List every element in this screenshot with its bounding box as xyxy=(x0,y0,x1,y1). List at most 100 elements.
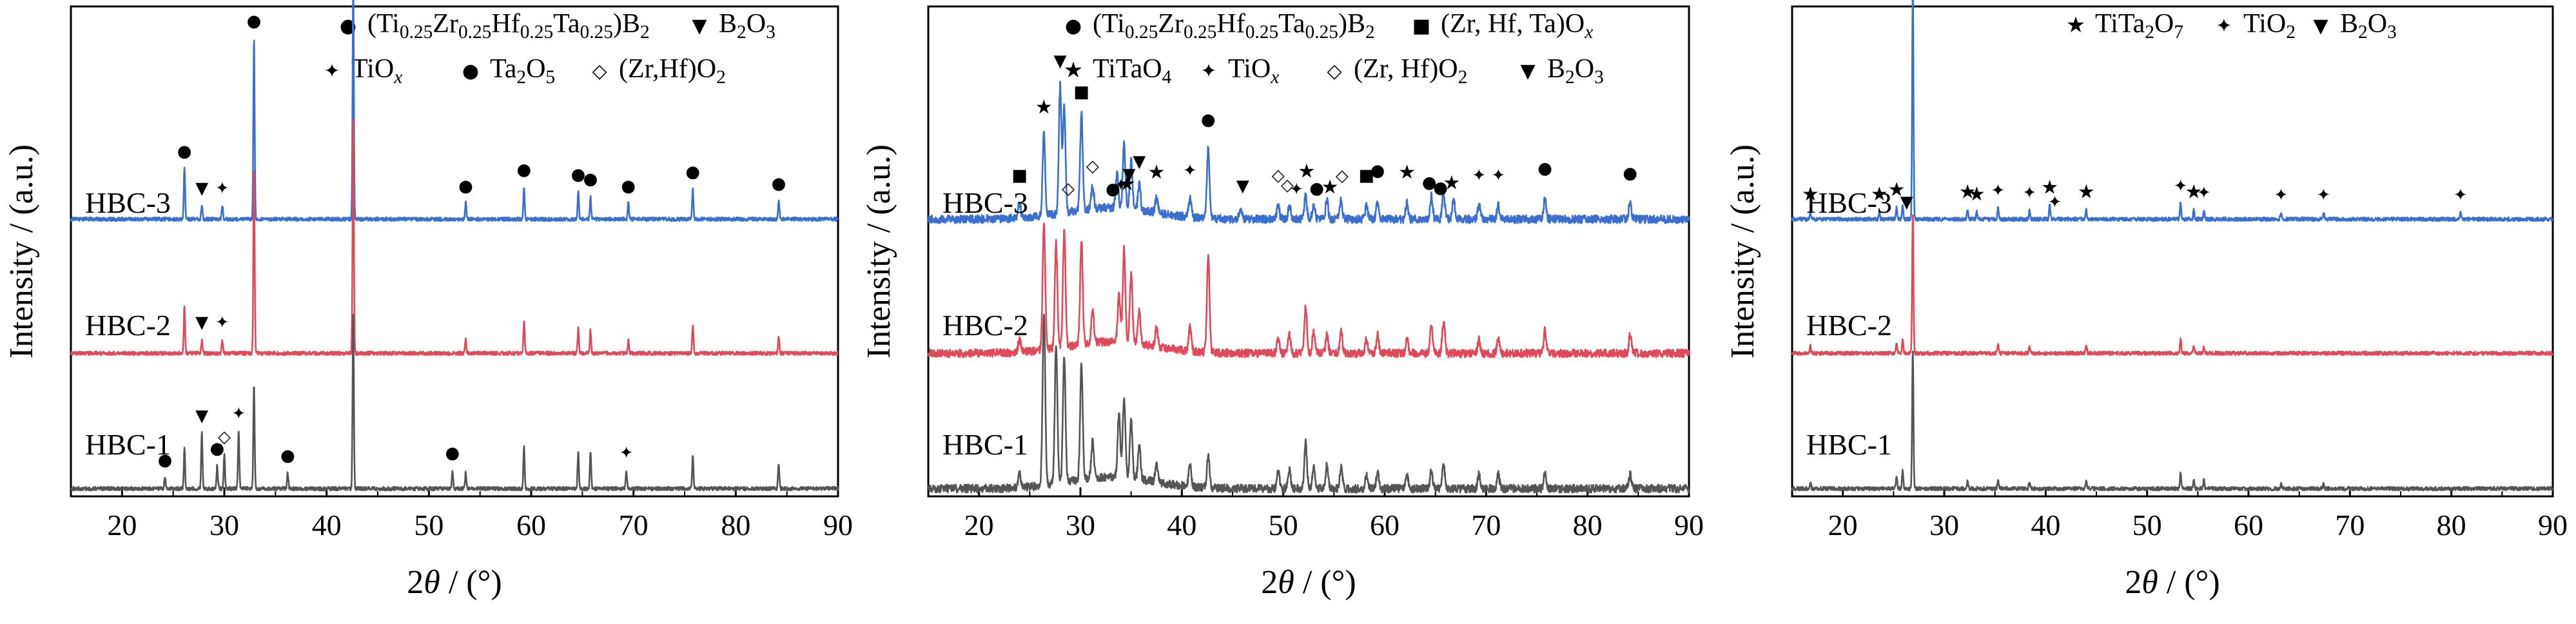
legend-text-part: Ta xyxy=(1278,9,1305,39)
series-label: HBC-3 xyxy=(942,186,1028,219)
phase-marker: ● xyxy=(445,444,460,463)
phase-marker: ● xyxy=(1106,180,1120,199)
legend-subscript: x xyxy=(393,67,402,88)
legend-symbol: ◇ xyxy=(592,60,607,83)
phase-marker: ● xyxy=(280,446,295,465)
x-tick-label: 50 xyxy=(2132,509,2162,541)
phase-marker: ★ xyxy=(2041,176,2058,199)
series-label: HBC-2 xyxy=(85,309,171,342)
legend-subscript: 0.25 xyxy=(400,22,433,43)
series-line-hbc-1 xyxy=(1791,350,2553,492)
series-label: HBC-1 xyxy=(1806,428,1892,461)
legend-subscript: 0.25 xyxy=(458,22,491,43)
legend-text-part: )B xyxy=(613,9,640,39)
legend-text-part: B xyxy=(719,9,737,39)
x-axis-label-part: 2 xyxy=(2125,564,2142,601)
series-line-hbc-3 xyxy=(927,81,1690,224)
legend-text-part: Ta xyxy=(490,54,517,84)
phase-marker: ● xyxy=(1309,179,1324,198)
legend-entry: TiOx xyxy=(1228,54,1279,88)
x-axis-label: 2θ / (°) xyxy=(1261,564,1356,601)
phase-marker: ▼ xyxy=(195,313,208,332)
series-line-hbc-2 xyxy=(70,119,839,356)
plot-frame xyxy=(1791,5,2554,498)
legend-text-part: (Ti xyxy=(367,9,400,39)
series-label: HBC-1 xyxy=(942,428,1028,461)
legend-text-part: Hf xyxy=(491,9,520,39)
legend-text-part: O xyxy=(2368,9,2387,39)
legend-entry: (Ti0.25Zr0.25Hf0.25Ta0.25)B2 xyxy=(1093,9,1375,43)
legend-subscript: 0.25 xyxy=(1305,22,1338,43)
phase-marker: ● xyxy=(1623,164,1637,183)
x-tick-label: 30 xyxy=(1066,509,1095,541)
legend-text-part: B xyxy=(1547,54,1565,84)
legend-text-part: O xyxy=(1575,54,1594,84)
legend-text-part: (Zr,Hf)O xyxy=(619,54,716,84)
phase-marker: ● xyxy=(1371,161,1385,180)
legend-symbol: ▼ xyxy=(2313,15,2328,37)
legend-symbol: ✦ xyxy=(2216,15,2232,37)
phase-marker: ◇ xyxy=(1086,157,1099,176)
phase-marker: ★ xyxy=(1398,161,1416,184)
phase-marker: ● xyxy=(621,177,636,196)
legend-subscript: 2 xyxy=(640,22,650,43)
phase-marker: ◇ xyxy=(1062,179,1075,199)
x-axis-label-part: / (°) xyxy=(1294,564,1356,601)
phase-marker: ● xyxy=(772,174,786,193)
x-tick-label: 70 xyxy=(2335,509,2365,541)
legend-subscript: 4 xyxy=(1162,67,1172,88)
x-tick-label: 20 xyxy=(964,509,994,541)
series-label: HBC-3 xyxy=(85,186,171,219)
legend-entry: (Zr, Hf, Ta)Ox xyxy=(1441,9,1593,43)
phase-marker: ● xyxy=(177,142,192,161)
legend-entry: (Zr, Hf)O2 xyxy=(1354,54,1467,88)
phase-marker: ★ xyxy=(1959,181,1976,204)
legend-subscript: 3 xyxy=(1594,67,1604,88)
series-label: HBC-2 xyxy=(942,309,1028,342)
x-tick-label: 60 xyxy=(2234,509,2263,541)
phase-marker: ◇ xyxy=(1281,176,1294,195)
x-axis-label: 2θ / (°) xyxy=(407,564,502,601)
legend-text-part: TiTaO xyxy=(1093,54,1162,84)
phase-marker: ✦ xyxy=(2174,177,2188,196)
legend-entry: B2O3 xyxy=(719,9,776,43)
phase-marker: ★ xyxy=(1322,176,1339,199)
legend-text-part: TiO xyxy=(2243,9,2286,39)
x-tick-label: 40 xyxy=(312,509,342,541)
phase-marker: ● xyxy=(158,451,173,470)
x-axis-label-part: θ xyxy=(424,564,440,601)
legend-symbol: ★ xyxy=(2066,12,2085,38)
legend-text-part: B xyxy=(2340,9,2358,39)
legend-text-part: Ta xyxy=(553,9,580,39)
phase-marker: ● xyxy=(685,162,700,182)
legend-symbol: ▼ xyxy=(692,15,707,37)
phase-marker: ★ xyxy=(1802,183,1819,206)
legend-text-part: Zr xyxy=(433,9,458,39)
phase-marker: ✦ xyxy=(1472,166,1486,185)
plot-frame xyxy=(927,5,1690,498)
legend-entry: TiO2 xyxy=(2243,9,2296,43)
legend-subscript: 2 xyxy=(1565,67,1575,88)
phase-marker: ● xyxy=(458,177,473,196)
phase-marker: ■ xyxy=(1358,166,1374,185)
legend-subscript: 2 xyxy=(2286,22,2296,43)
legend-text-part: TiO xyxy=(351,54,394,84)
legend-symbol: ◇ xyxy=(1327,60,1342,83)
phase-marker: ● xyxy=(583,170,598,189)
phase-marker: ✦ xyxy=(215,179,229,198)
legend-subscript: 2 xyxy=(737,22,746,43)
legend-text-part: )B xyxy=(1338,9,1365,39)
legend-symbol: ▼ xyxy=(1520,60,1535,83)
legend-entry: (Zr,Hf)O2 xyxy=(619,54,726,88)
x-tick-label: 90 xyxy=(2538,509,2568,541)
phase-marker: ✦ xyxy=(620,444,634,463)
phase-marker: ★ xyxy=(1035,96,1053,119)
legend-subscript: 3 xyxy=(2387,22,2397,43)
legend-entry: TiOx xyxy=(351,54,402,88)
series-label: HBC-3 xyxy=(1806,186,1892,219)
x-tick-label: 70 xyxy=(619,509,649,541)
legend-text-part: Hf xyxy=(1216,9,1245,39)
